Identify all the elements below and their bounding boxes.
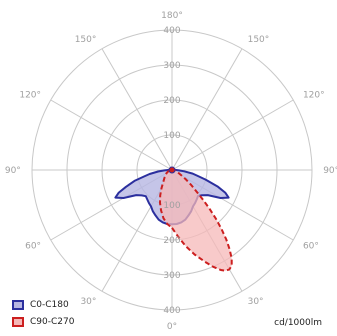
legend: C0-C180 C90-C270 [12, 296, 74, 330]
angle-label: 90° [5, 166, 21, 176]
grid-ray-240 [50, 99, 173, 171]
radial-tick-label-upper: 100 [163, 131, 180, 141]
angle-label: 0° [167, 322, 177, 332]
unit-label: cd/1000lm [274, 318, 322, 328]
radial-tick-label-lower: 300 [163, 271, 180, 281]
legend-label-c90-c270: C90-C270 [30, 316, 75, 327]
legend-item-c0-c180: C0-C180 [12, 296, 74, 313]
radial-tick-label-lower: 400 [163, 306, 180, 316]
angle-label: 30° [80, 297, 96, 307]
angle-label: 150° [248, 35, 270, 45]
legend-label-c0-c180: C0-C180 [30, 299, 69, 310]
angle-label: 60° [25, 242, 41, 252]
angle-label: 120° [303, 90, 325, 100]
radial-tick-label-lower: 100 [163, 201, 180, 211]
angle-label: 30° [248, 297, 264, 307]
legend-item-c90-c270: C90-C270 [12, 313, 74, 330]
angle-label: 180° [161, 11, 183, 21]
series-layer [114, 166, 233, 272]
radial-tick-label-upper: 400 [163, 26, 180, 36]
angle-label: 90° [323, 166, 337, 176]
radial-tick-label-upper: 200 [163, 96, 180, 106]
radial-tick-label-upper: 300 [163, 61, 180, 71]
legend-swatch-c90-c270 [12, 316, 24, 327]
grid-ray-150 [171, 48, 243, 171]
legend-swatch-c0-c180 [12, 299, 24, 310]
tick-labels: 100 100 200 200 300 300 400 400 180° 150° 120° 90° 6… [5, 11, 337, 332]
center-marker [168, 166, 176, 174]
grid-ray-120 [171, 99, 294, 171]
angle-label: 120° [19, 90, 41, 100]
angle-label: 150° [75, 35, 97, 45]
radial-tick-label-lower: 200 [163, 236, 180, 246]
angle-label: 60° [303, 242, 319, 252]
grid-ray-210 [101, 48, 173, 171]
series-shape-c90-c270 [159, 167, 233, 272]
